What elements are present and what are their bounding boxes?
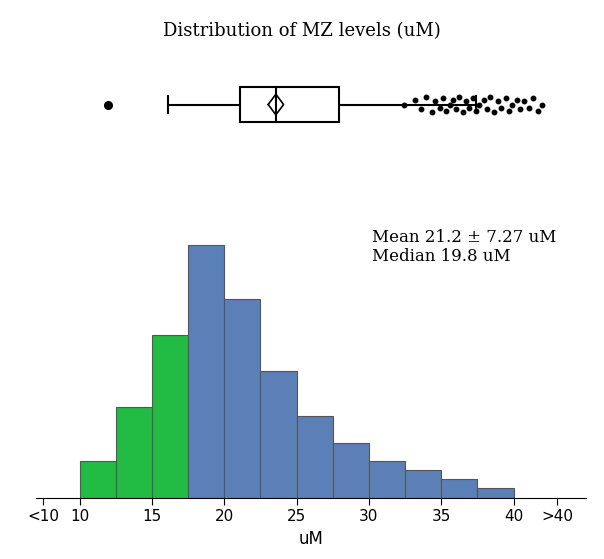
Bar — [188, 244, 224, 498]
Bar — [152, 335, 188, 498]
Bar — [442, 480, 477, 498]
Bar — [405, 471, 442, 498]
Bar — [116, 407, 152, 498]
Bar — [333, 443, 369, 498]
Text: Mean 21.2 ± 7.27 uM
Median 19.8 uM: Mean 21.2 ± 7.27 uM Median 19.8 uM — [371, 229, 556, 266]
Bar — [224, 299, 260, 498]
Bar — [477, 489, 513, 498]
Text: Distribution of MZ levels (uM): Distribution of MZ levels (uM) — [163, 22, 441, 40]
Bar — [260, 371, 297, 498]
Polygon shape — [268, 94, 284, 115]
Bar — [369, 461, 405, 498]
Bar — [80, 461, 116, 498]
Bar — [240, 87, 338, 122]
X-axis label: uM: uM — [298, 530, 324, 548]
Bar — [297, 416, 333, 498]
